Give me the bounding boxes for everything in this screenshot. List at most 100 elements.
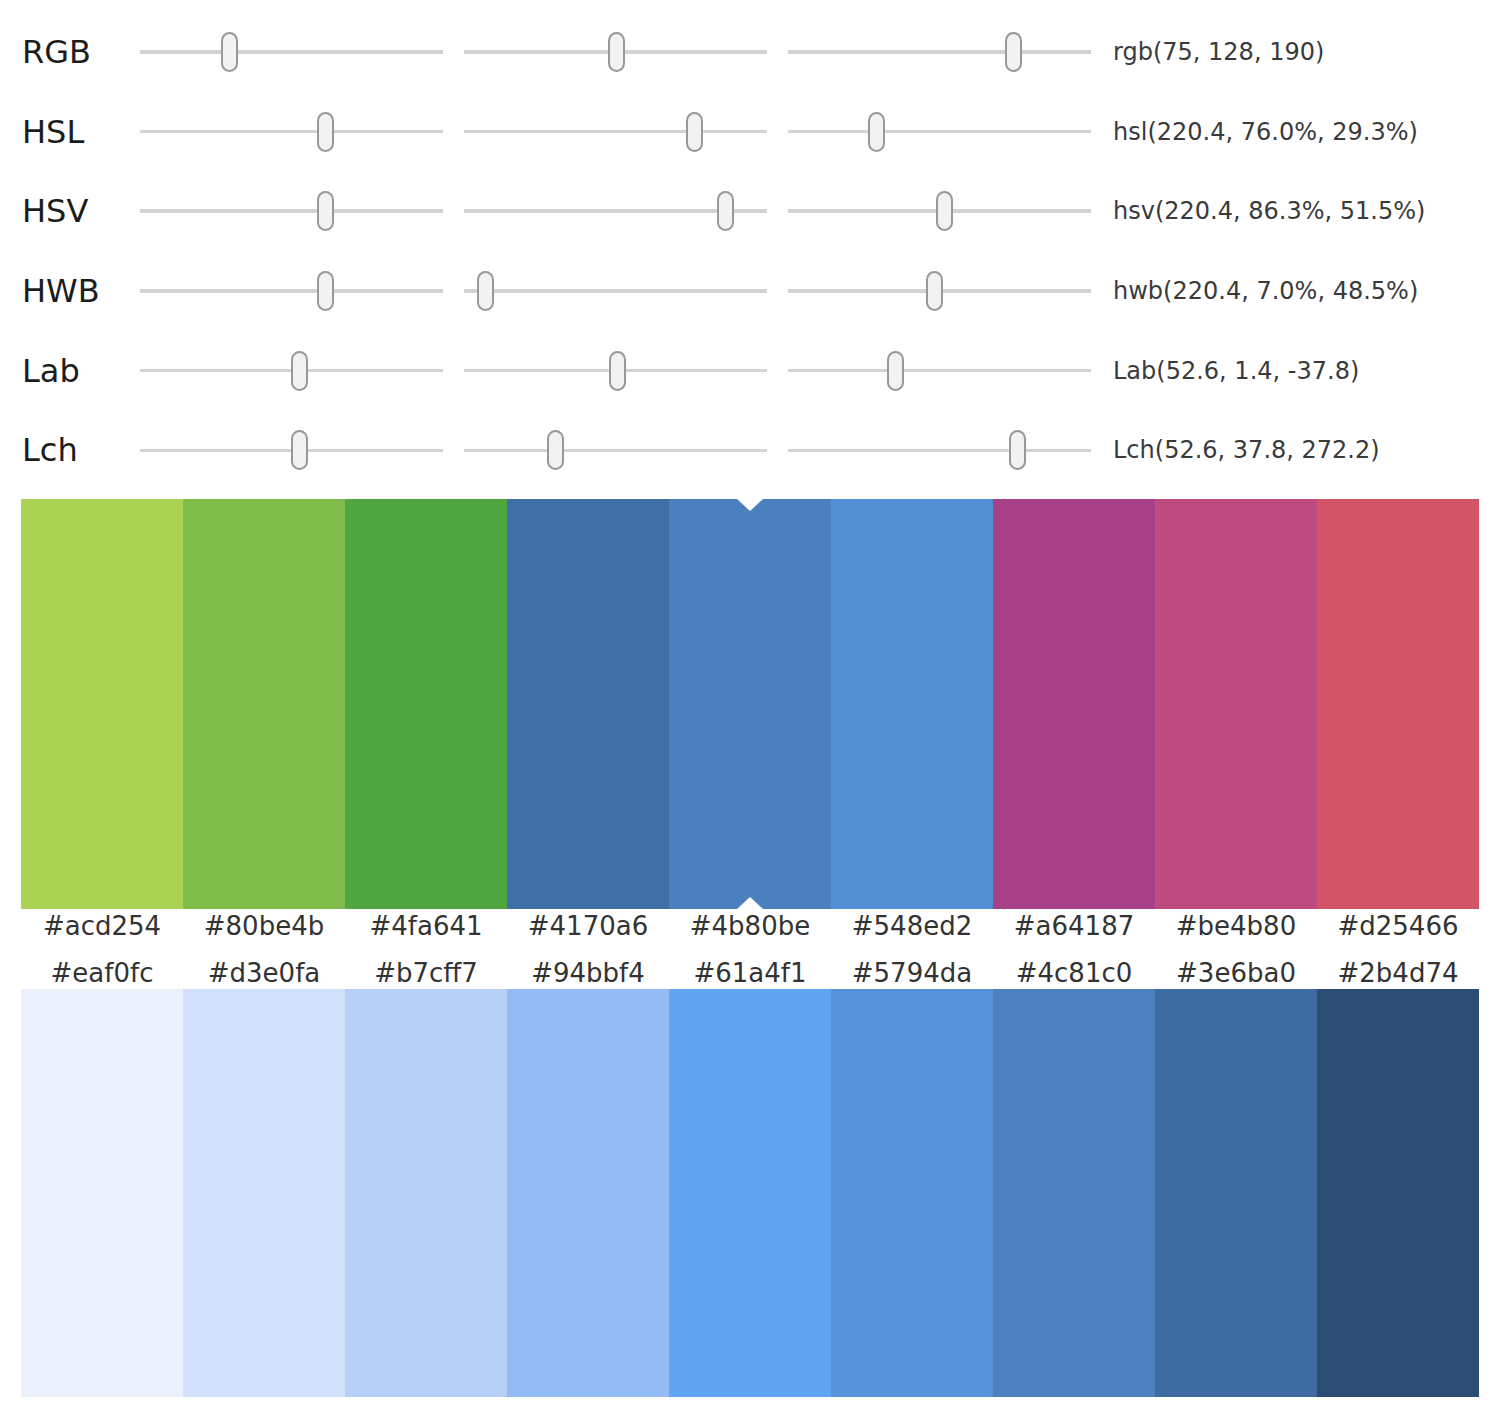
slider-track-line: [464, 289, 767, 293]
palette-swatch-3e6ba0[interactable]: [1155, 989, 1317, 1397]
palette-swatch-a64187[interactable]: [993, 499, 1155, 909]
slider-value-hsv: hsv(220.4, 86.3%, 51.5%): [1113, 199, 1425, 223]
palette-swatch-2b4d74[interactable]: [1317, 989, 1479, 1397]
hex-label-4170a6: #4170a6: [507, 910, 669, 942]
slider-track-rgb-1[interactable]: [464, 30, 767, 74]
hex-label-4c81c0: #4c81c0: [993, 957, 1155, 989]
slider-label-rgb: RGB: [22, 36, 140, 68]
slider-thumb-hwb-2[interactable]: [926, 271, 943, 311]
palette-swatch-4b80be[interactable]: [669, 499, 831, 909]
slider-label-hsl: HSL: [22, 116, 140, 148]
hex-label-b7cff7: #b7cff7: [345, 957, 507, 989]
slider-label-lab: Lab: [22, 355, 140, 387]
hex-label-80be4b: #80be4b: [183, 910, 345, 942]
slider-thumb-lch-2[interactable]: [1009, 430, 1026, 470]
hex-label-548ed2: #548ed2: [831, 910, 993, 942]
slider-label-hsv: HSV: [22, 195, 140, 227]
selected-swatch-notch-bottom: [737, 897, 763, 909]
palette-swatch-d3e0fa[interactable]: [183, 989, 345, 1397]
hex-label-d3e0fa: #d3e0fa: [183, 957, 345, 989]
hex-label-4fa641: #4fa641: [345, 910, 507, 942]
slider-value-lch: Lch(52.6, 37.8, 272.2): [1113, 438, 1380, 462]
slider-track-lab-1[interactable]: [464, 349, 767, 393]
slider-thumb-hsv-0[interactable]: [317, 191, 334, 231]
slider-track-line: [788, 50, 1091, 54]
slider-label-lch: Lch: [22, 434, 140, 466]
hex-label-acd254: #acd254: [21, 910, 183, 942]
palette-swatch-4fa641[interactable]: [345, 499, 507, 909]
slider-track-line: [140, 209, 443, 213]
slider-row-hwb: HWB hwb(220.4, 7.0%, 48.5%): [0, 251, 1501, 331]
slider-track-hsl-0[interactable]: [140, 110, 443, 154]
slider-thumb-lch-0[interactable]: [291, 430, 308, 470]
slider-track-hsv-2[interactable]: [788, 189, 1091, 233]
slider-thumb-hsv-2[interactable]: [936, 191, 953, 231]
slider-thumb-hsl-2[interactable]: [868, 112, 885, 152]
palette-swatch-acd254[interactable]: [21, 499, 183, 909]
slider-thumb-rgb-2[interactable]: [1005, 32, 1022, 72]
palette-swatch-be4b80[interactable]: [1155, 499, 1317, 909]
slider-track-lch-2[interactable]: [788, 428, 1091, 472]
slider-track-hsl-1[interactable]: [464, 110, 767, 154]
color-sliders-panel: RGB rgb(75, 128, 190) HSL hsl(220.4, 76.0%,…: [0, 0, 1501, 490]
slider-value-rgb: rgb(75, 128, 190): [1113, 40, 1324, 64]
slider-track-lch-1[interactable]: [464, 428, 767, 472]
slider-track-line: [140, 130, 443, 134]
palette-shades: [21, 989, 1479, 1397]
slider-row-rgb: RGB rgb(75, 128, 190): [0, 12, 1501, 92]
slider-track-rgb-0[interactable]: [140, 30, 443, 74]
slider-thumb-lab-0[interactable]: [291, 351, 308, 391]
palette-swatch-eaf0fc[interactable]: [21, 989, 183, 1397]
palette-main: [21, 499, 1479, 909]
slider-value-hsl: hsl(220.4, 76.0%, 29.3%): [1113, 120, 1418, 144]
hex-label-a64187: #a64187: [993, 910, 1155, 942]
slider-track-rgb-2[interactable]: [788, 30, 1091, 74]
slider-track-hwb-0[interactable]: [140, 269, 443, 313]
palette-swatch-5794da[interactable]: [831, 989, 993, 1397]
slider-track-line: [788, 369, 1091, 373]
palette-swatch-548ed2[interactable]: [831, 499, 993, 909]
palette-swatch-4c81c0[interactable]: [993, 989, 1155, 1397]
hex-label-d25466: #d25466: [1317, 910, 1479, 942]
slider-thumb-hwb-1[interactable]: [477, 271, 494, 311]
slider-track-lch-0[interactable]: [140, 428, 443, 472]
slider-track-lab-2[interactable]: [788, 349, 1091, 393]
hex-label-61a4f1: #61a4f1: [669, 957, 831, 989]
slider-thumb-hwb-0[interactable]: [317, 271, 334, 311]
slider-track-line: [788, 449, 1091, 453]
slider-thumb-lch-1[interactable]: [547, 430, 564, 470]
slider-row-lab: LabLab(52.6, 1.4, -37.8): [0, 331, 1501, 411]
hex-label-94bbf4: #94bbf4: [507, 957, 669, 989]
slider-thumb-hsv-1[interactable]: [717, 191, 734, 231]
palette-swatch-d25466[interactable]: [1317, 499, 1479, 909]
hex-label-4b80be: #4b80be: [669, 910, 831, 942]
slider-thumb-lab-2[interactable]: [887, 351, 904, 391]
slider-track-hwb-1[interactable]: [464, 269, 767, 313]
hex-label-eaf0fc: #eaf0fc: [21, 957, 183, 989]
hex-label-2b4d74: #2b4d74: [1317, 957, 1479, 989]
palette-swatch-61a4f1[interactable]: [669, 989, 831, 1397]
slider-thumb-rgb-1[interactable]: [608, 32, 625, 72]
palette-swatch-4170a6[interactable]: [507, 499, 669, 909]
slider-thumb-rgb-0[interactable]: [221, 32, 238, 72]
slider-thumb-hsl-0[interactable]: [317, 112, 334, 152]
slider-track-hsv-1[interactable]: [464, 189, 767, 233]
palette-swatch-94bbf4[interactable]: [507, 989, 669, 1397]
palette-main-labels: #acd254#80be4b#4fa641#4170a6#4b80be#548e…: [21, 910, 1479, 942]
slider-value-hwb: hwb(220.4, 7.0%, 48.5%): [1113, 279, 1418, 303]
slider-track-hsv-0[interactable]: [140, 189, 443, 233]
slider-track-lab-0[interactable]: [140, 349, 443, 393]
slider-track-line: [140, 289, 443, 293]
slider-row-hsv: HSV hsv(220.4, 86.3%, 51.5%): [0, 171, 1501, 251]
slider-track-line: [464, 130, 767, 134]
slider-track-hwb-2[interactable]: [788, 269, 1091, 313]
palette-swatch-b7cff7[interactable]: [345, 989, 507, 1397]
slider-label-hwb: HWB: [22, 275, 140, 307]
palette-swatch-80be4b[interactable]: [183, 499, 345, 909]
selected-swatch-notch-top: [737, 499, 763, 511]
slider-track-line: [140, 50, 443, 54]
slider-track-hsl-2[interactable]: [788, 110, 1091, 154]
slider-thumb-lab-1[interactable]: [609, 351, 626, 391]
slider-track-line: [788, 130, 1091, 134]
slider-thumb-hsl-1[interactable]: [686, 112, 703, 152]
